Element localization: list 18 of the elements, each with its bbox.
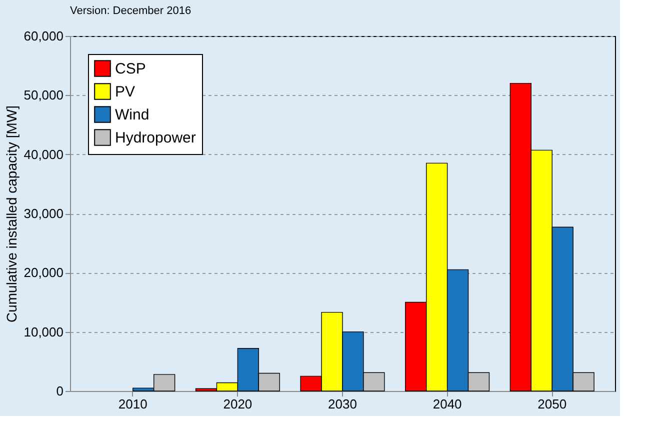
y-axis-title: Cumulative installed capacity [MW]	[4, 105, 20, 323]
legend-label: Wind	[115, 106, 150, 124]
text: Version: December 2016	[70, 5, 192, 17]
x-tick-label: 2010	[118, 396, 148, 412]
y-tick-label: 20,000	[24, 265, 64, 280]
x-tick-label: 2030	[328, 396, 357, 412]
y-tick-label: 60,000	[24, 28, 64, 44]
x-tick-label: 2040	[432, 396, 462, 412]
x-tick-label: 2020	[223, 396, 252, 412]
legend-label: Hydropower	[115, 130, 196, 146]
y-tick-label: 0	[56, 384, 64, 398]
y-tick-label: 10,000	[24, 324, 64, 340]
y-tick-label: 40,000	[24, 146, 64, 162]
y-tick-label: 30,000	[24, 206, 64, 221]
legend-label: CSP	[115, 60, 146, 78]
y-tick-label: 50,000	[24, 88, 64, 103]
x-tick-label: 2050	[538, 396, 567, 412]
legend-label: PV	[115, 84, 136, 100]
